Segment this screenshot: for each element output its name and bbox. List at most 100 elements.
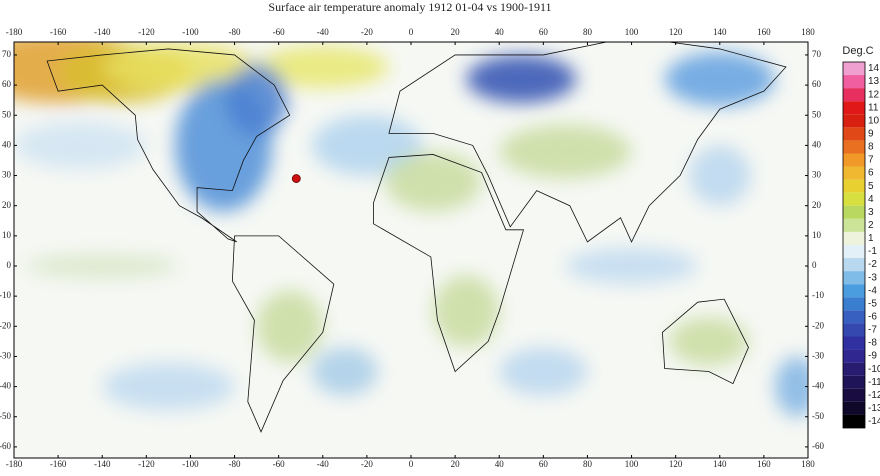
legend-label: -14 xyxy=(868,416,880,427)
anomaly-blob xyxy=(102,362,235,411)
anomaly-blob xyxy=(311,347,378,396)
lon-tick-label: -100 xyxy=(182,27,199,37)
lon-tick-label: 140 xyxy=(713,459,727,469)
anomaly-blob xyxy=(499,347,588,396)
legend-swatch xyxy=(843,127,865,141)
anomaly-blob xyxy=(102,43,257,92)
legend-swatch xyxy=(843,310,865,324)
lon-tick-label: 40 xyxy=(495,27,505,37)
legend-label: 6 xyxy=(868,168,874,179)
lon-tick-label: -180 xyxy=(6,459,23,469)
legend-label: -1 xyxy=(868,246,877,257)
legend-swatch xyxy=(843,231,865,245)
lon-tick-label: 140 xyxy=(713,27,727,37)
lat-tick-label: -20 xyxy=(0,320,11,330)
legend-swatch xyxy=(843,88,865,102)
lat-tick-label: 30 xyxy=(2,170,12,180)
legend-swatch xyxy=(843,388,865,402)
anomaly-blob xyxy=(669,317,749,366)
anomaly-blob xyxy=(25,254,180,278)
lat-tick-label: -30 xyxy=(812,351,824,361)
lon-tick-label: 180 xyxy=(801,459,815,469)
lat-tick-label: -50 xyxy=(0,411,11,421)
station-marker xyxy=(291,174,301,183)
lon-tick-label: 180 xyxy=(801,27,815,37)
lon-tick-label: 80 xyxy=(583,459,593,469)
lon-tick-label: -100 xyxy=(182,459,199,469)
legend-label: -4 xyxy=(868,285,877,296)
continent-outline xyxy=(46,48,291,243)
lon-tick-label: -60 xyxy=(273,27,285,37)
map-title: Surface air temperature anomaly 1912 01-… xyxy=(268,0,551,14)
legend-swatch xyxy=(843,114,865,128)
legend-swatch xyxy=(843,336,865,350)
legend-swatch xyxy=(843,271,865,285)
lat-tick-label: 40 xyxy=(2,139,12,149)
anomaly-blob xyxy=(774,356,808,417)
lat-tick-label: 40 xyxy=(812,139,822,149)
continent-outline xyxy=(373,154,525,373)
anomaly-blob xyxy=(256,46,389,89)
lon-tick-label: 160 xyxy=(757,27,771,37)
lon-tick-label: -60 xyxy=(273,459,285,469)
anomaly-blob xyxy=(311,115,422,176)
lon-tick-label: 100 xyxy=(625,27,639,37)
legend-label: -8 xyxy=(868,338,877,349)
legend-label: -10 xyxy=(868,364,880,375)
legend-label: 8 xyxy=(868,142,874,153)
lat-tick-label: 10 xyxy=(812,230,822,240)
lat-tick-label: -40 xyxy=(812,381,824,391)
anomaly-field xyxy=(14,42,808,417)
lat-tick-label: 30 xyxy=(812,170,822,180)
lon-tick-label: 20 xyxy=(451,459,461,469)
continent-outline xyxy=(388,42,787,243)
anomaly-blob xyxy=(433,275,500,348)
lon-tick-label: -160 xyxy=(50,27,67,37)
lat-tick-label: -40 xyxy=(0,381,11,391)
continent-outline xyxy=(231,235,335,433)
legend-swatch xyxy=(843,414,865,428)
legend-label: -2 xyxy=(868,259,877,270)
lon-tick-label: -40 xyxy=(317,459,329,469)
lat-tick-label: 20 xyxy=(2,200,12,210)
legend-label: 1 xyxy=(868,233,874,244)
lat-tick-label: 70 xyxy=(812,49,822,59)
lat-tick-label: -10 xyxy=(812,290,824,300)
lat-tick-label: -30 xyxy=(0,351,11,361)
legend-label: 12 xyxy=(868,89,880,100)
lon-tick-label: -80 xyxy=(229,459,241,469)
legend-swatch xyxy=(843,205,865,219)
legend-label: -6 xyxy=(868,312,877,323)
lat-tick-label: 0 xyxy=(7,260,12,270)
legend-label: -5 xyxy=(868,298,877,309)
legend-swatch xyxy=(843,375,865,389)
legend-swatch xyxy=(843,258,865,272)
anomaly-blob xyxy=(256,290,323,363)
legend-label: -9 xyxy=(868,351,877,362)
lon-tick-label: -40 xyxy=(317,27,329,37)
legend-label: 11 xyxy=(868,102,879,113)
legend-label: -7 xyxy=(868,325,877,336)
continent-outline xyxy=(662,298,749,385)
lat-tick-label: -60 xyxy=(0,441,11,451)
legend-swatch xyxy=(843,297,865,311)
legend-label: 10 xyxy=(868,115,880,126)
legend-swatch xyxy=(843,218,865,232)
lat-tick-label: -10 xyxy=(0,290,11,300)
legend-swatch xyxy=(843,140,865,154)
legend-label: 7 xyxy=(868,155,874,166)
legend-swatch xyxy=(843,284,865,298)
lat-tick-label: -20 xyxy=(812,320,824,330)
anomaly-blob xyxy=(384,151,482,212)
lat-tick-label: 20 xyxy=(812,200,822,210)
lon-tick-label: 120 xyxy=(669,27,683,37)
lat-tick-label: 50 xyxy=(812,109,822,119)
lon-tick-label: -80 xyxy=(229,27,241,37)
lon-tick-label: 120 xyxy=(669,459,683,469)
lon-tick-label: -140 xyxy=(94,459,111,469)
lat-tick-label: 70 xyxy=(2,49,12,59)
lon-tick-label: -140 xyxy=(94,27,111,37)
legend-swatch xyxy=(843,166,865,180)
lon-tick-label: 0 xyxy=(409,459,414,469)
